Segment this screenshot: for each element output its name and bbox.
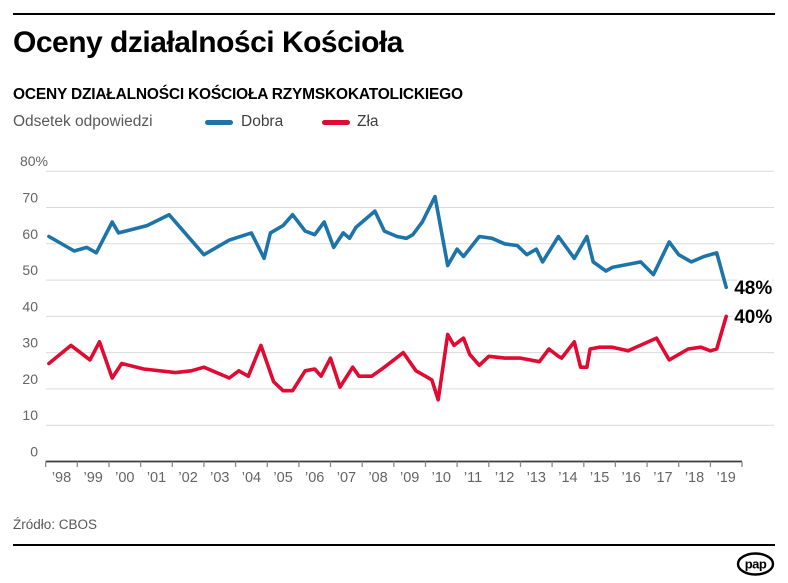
page-title: Oceny działalności Kościoła xyxy=(13,26,403,59)
x-axis-label-’13: ’13 xyxy=(527,470,546,486)
y-axis-label-60: 60 xyxy=(22,226,38,242)
x-axis-label-’03: ’03 xyxy=(210,470,229,486)
x-axis-label-’06: ’06 xyxy=(305,470,324,486)
bottom-divider xyxy=(13,544,775,546)
end-label-40%: 40% xyxy=(734,307,772,328)
y-axis-label-80: 80% xyxy=(20,153,48,169)
series-line-dobra xyxy=(47,194,729,290)
legend-label-zla: Zła xyxy=(357,113,379,130)
y-axis-label-10: 10 xyxy=(22,407,38,423)
x-axis-label-’05: ’05 xyxy=(273,470,292,486)
pap-logo-oval xyxy=(736,552,775,576)
x-axis-label-’18: ’18 xyxy=(685,470,704,486)
x-axis-label-’10: ’10 xyxy=(432,470,451,486)
source-note: Źródło: CBOS xyxy=(13,517,98,532)
x-axis-label-’11: ’11 xyxy=(464,470,482,486)
x-axis-label-’98: ’98 xyxy=(52,470,71,486)
y-axis-label-50: 50 xyxy=(22,262,38,278)
x-axis-label-’19: ’19 xyxy=(717,470,736,486)
x-axis-label-’15: ’15 xyxy=(590,470,609,486)
x-axis-label-’08: ’08 xyxy=(368,470,387,486)
y-axis-label-20: 20 xyxy=(22,371,38,387)
x-axis-label-’04: ’04 xyxy=(242,470,261,486)
y-axis-label-30: 30 xyxy=(22,335,38,351)
chart-subtitle: OCENY DZIAŁALNOŚCI KOŚCIOŁA RZYMSKOKATOL… xyxy=(13,86,463,103)
y-axis-label-40: 40 xyxy=(22,298,38,314)
top-divider xyxy=(13,13,775,15)
x-axis-label-’17: ’17 xyxy=(653,470,672,486)
x-axis-label-’16: ’16 xyxy=(622,470,641,486)
legend-prefix: Odsetek odpowiedzi xyxy=(13,113,153,130)
x-axis-label-’02: ’02 xyxy=(178,470,197,486)
y-axis-label-70: 70 xyxy=(22,190,38,206)
series-line-zła xyxy=(47,314,729,402)
pap-logo: pap xyxy=(736,552,775,576)
x-axis-label-’09: ’09 xyxy=(400,470,419,486)
end-label-48%: 48% xyxy=(734,278,772,299)
x-axis-label-’14: ’14 xyxy=(558,470,577,486)
x-axis-label-’12: ’12 xyxy=(495,470,514,486)
legend-swatch-dobra xyxy=(205,120,233,125)
x-axis-label-’01: ’01 xyxy=(147,470,166,486)
pap-logo-text: pap xyxy=(745,557,767,572)
y-axis-label-0: 0 xyxy=(30,444,38,460)
x-axis-label-’99: ’99 xyxy=(84,470,103,486)
legend-swatch-zla xyxy=(322,120,350,125)
legend-label-dobra: Dobra xyxy=(241,113,284,130)
x-axis-label-’00: ’00 xyxy=(115,470,134,486)
legend: Odsetek odpowiedzi Dobra Zła xyxy=(13,112,773,134)
x-axis-label-’07: ’07 xyxy=(337,470,356,486)
